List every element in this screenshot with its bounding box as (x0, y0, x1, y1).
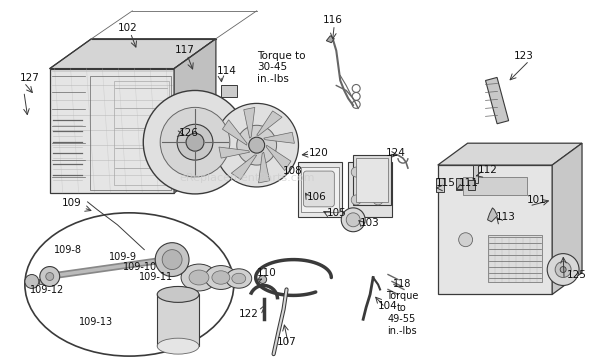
Text: 116: 116 (322, 15, 342, 25)
Text: 107: 107 (277, 337, 296, 347)
Bar (299, 162, 342, 217)
Bar (473, 165, 477, 183)
Polygon shape (326, 36, 335, 43)
Bar (487, 235, 542, 282)
Circle shape (341, 208, 365, 232)
Bar (301, 167, 339, 212)
Text: Torque to
30-45
in.-lbs: Torque to 30-45 in.-lbs (257, 51, 305, 84)
Polygon shape (257, 111, 282, 135)
Ellipse shape (232, 273, 246, 284)
Text: 105: 105 (326, 208, 346, 218)
Text: 109-10: 109-10 (123, 262, 158, 271)
Circle shape (160, 107, 230, 177)
Polygon shape (267, 145, 291, 170)
Circle shape (346, 213, 360, 227)
Text: 109-8: 109-8 (54, 245, 82, 255)
Circle shape (373, 167, 383, 177)
Bar (486, 77, 509, 124)
Text: 125: 125 (567, 270, 587, 279)
Text: 109-9: 109-9 (109, 252, 137, 262)
Bar (353, 155, 391, 205)
Text: 102: 102 (117, 23, 137, 33)
Circle shape (458, 233, 473, 247)
Polygon shape (222, 120, 247, 145)
Bar (348, 162, 392, 217)
Ellipse shape (226, 269, 252, 288)
Circle shape (258, 275, 267, 283)
Bar (468, 180, 474, 190)
Circle shape (162, 250, 182, 270)
Circle shape (237, 125, 277, 165)
Text: 109-11: 109-11 (139, 271, 173, 282)
Circle shape (351, 167, 361, 177)
Ellipse shape (212, 271, 230, 284)
Text: 104: 104 (378, 301, 398, 312)
Text: 110: 110 (257, 268, 277, 278)
Text: 123: 123 (513, 51, 533, 61)
Ellipse shape (181, 264, 217, 291)
FancyBboxPatch shape (303, 171, 335, 207)
Text: 111: 111 (458, 178, 478, 188)
Text: 103: 103 (360, 218, 380, 228)
Text: 109-12: 109-12 (30, 286, 64, 295)
Bar (157, 295, 199, 346)
Text: 109-13: 109-13 (80, 317, 113, 327)
Circle shape (25, 274, 39, 288)
Text: 115: 115 (436, 178, 455, 188)
Text: 109: 109 (62, 198, 81, 208)
Circle shape (46, 273, 54, 280)
Polygon shape (174, 39, 216, 193)
Bar (436, 178, 444, 192)
Text: 126: 126 (179, 128, 199, 138)
Ellipse shape (157, 287, 199, 303)
Text: 127: 127 (20, 73, 40, 83)
Circle shape (186, 133, 204, 151)
Text: 106: 106 (306, 192, 326, 202)
Polygon shape (219, 147, 250, 158)
Polygon shape (438, 165, 552, 295)
Text: 101: 101 (527, 195, 547, 205)
Circle shape (155, 243, 189, 277)
Circle shape (547, 254, 579, 286)
Circle shape (555, 262, 571, 278)
Text: 114: 114 (217, 66, 237, 75)
Circle shape (143, 91, 247, 194)
Polygon shape (264, 132, 294, 143)
Circle shape (373, 195, 383, 205)
Bar (356, 158, 388, 202)
Bar (39, 279, 49, 284)
Ellipse shape (25, 213, 234, 356)
Ellipse shape (157, 338, 199, 354)
Ellipse shape (189, 270, 209, 285)
Polygon shape (258, 152, 270, 183)
Text: 120: 120 (309, 148, 328, 158)
Polygon shape (244, 108, 255, 138)
Polygon shape (231, 155, 257, 179)
Polygon shape (438, 143, 582, 165)
Text: 113: 113 (496, 212, 515, 222)
Text: 108: 108 (283, 166, 302, 176)
Text: 117: 117 (175, 45, 195, 55)
Polygon shape (50, 69, 174, 193)
Circle shape (351, 195, 361, 205)
Circle shape (560, 266, 566, 273)
Circle shape (249, 137, 265, 153)
Polygon shape (50, 39, 216, 69)
Bar (221, 86, 237, 97)
Ellipse shape (205, 266, 237, 290)
Polygon shape (552, 143, 582, 295)
Bar (463, 177, 527, 195)
Circle shape (40, 266, 60, 287)
Circle shape (177, 124, 213, 160)
Text: 124: 124 (386, 148, 406, 158)
Text: 118
Torque
to
49-55
in.-lbs: 118 Torque to 49-55 in.-lbs (386, 279, 418, 336)
Bar (455, 178, 461, 190)
Text: 112: 112 (477, 165, 497, 175)
Polygon shape (487, 208, 497, 222)
Text: 122: 122 (239, 309, 258, 319)
Circle shape (215, 103, 299, 187)
Text: eReplacementParts.com: eReplacementParts.com (179, 173, 314, 183)
